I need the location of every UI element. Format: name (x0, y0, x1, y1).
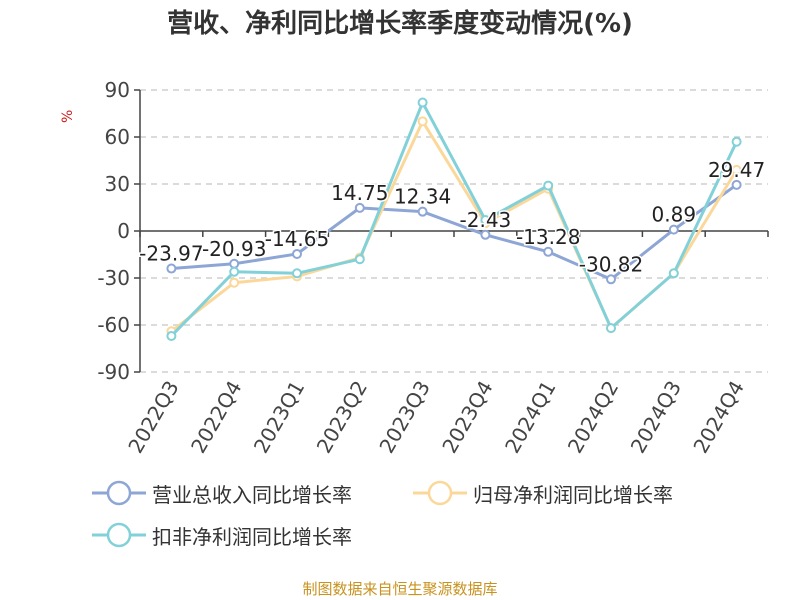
legend-label: 营业总收入同比增长率 (152, 482, 352, 507)
data-point (543, 180, 554, 191)
data-point (166, 263, 177, 274)
data-point (166, 330, 177, 341)
data-label: 14.75 (331, 181, 388, 205)
data-point (229, 258, 240, 269)
x-tick-label: 2024Q1 (500, 377, 560, 458)
data-label: -23.97 (139, 242, 203, 266)
data-point (731, 136, 742, 147)
data-point (668, 268, 679, 279)
legend-line-circle-icon (92, 480, 146, 506)
data-label: -30.82 (579, 252, 643, 276)
data-point (543, 246, 554, 257)
data-point (480, 215, 491, 226)
series-line (171, 183, 738, 281)
data-point (417, 116, 428, 127)
data-point (292, 268, 302, 279)
data-point (606, 274, 616, 285)
y-tick-label: 60 (105, 125, 130, 149)
x-tick-label: 2022Q3 (123, 377, 183, 458)
y-tick-label: -30 (97, 266, 130, 290)
legend-line-circle-icon (413, 480, 467, 506)
x-tick-label: 2022Q4 (186, 377, 246, 458)
data-point (606, 323, 616, 334)
y-tick-label: 90 (105, 78, 130, 102)
x-tick-label: 2023Q4 (437, 377, 497, 458)
data-point (480, 229, 491, 240)
x-tick-label: 2024Q2 (563, 377, 623, 458)
legend-item-deducted-net-profit[interactable]: 扣非净利润同比增长率 (92, 520, 352, 550)
data-point (417, 206, 428, 217)
x-tick-label: 2024Q3 (626, 377, 686, 458)
y-tick-label: 30 (105, 172, 130, 196)
x-tick-label: 2023Q2 (312, 377, 372, 458)
y-tick-label: -60 (97, 313, 130, 337)
y-tick-label: -90 (97, 360, 130, 384)
series-line (170, 101, 738, 338)
legend-item-revenue[interactable]: 营业总收入同比增长率 (92, 478, 352, 508)
legend-line-circle-icon (92, 522, 146, 548)
chart-title: 营收、净利同比增长率季度变动情况(%) (167, 9, 633, 39)
data-point (731, 179, 742, 190)
legend-label: 归母净利润同比增长率 (473, 482, 673, 507)
data-label: 0.89 (652, 203, 697, 227)
x-tick-label: 2023Q3 (374, 377, 434, 458)
x-tick-label: 2023Q1 (249, 377, 309, 458)
data-point (229, 266, 240, 277)
data-point (354, 254, 365, 265)
x-tick-label: 2024Q4 (688, 377, 748, 458)
data-point (417, 97, 428, 108)
legend-item-net-profit[interactable]: 归母净利润同比增长率 (413, 478, 673, 508)
data-label: -2.43 (460, 208, 512, 232)
data-label: -13.28 (516, 225, 580, 249)
data-point (731, 164, 742, 175)
data-point (354, 202, 365, 213)
data-label: -20.93 (202, 237, 266, 261)
series-layer (166, 97, 742, 341)
data-point (229, 277, 240, 288)
data-label: 29.47 (708, 158, 765, 182)
grid-layer (140, 89, 768, 373)
data-source-note: 制图数据来自恒生聚源数据库 (302, 580, 498, 598)
data-label: 12.34 (394, 185, 451, 209)
data-label: -14.65 (265, 227, 329, 251)
legend-label: 扣非净利润同比增长率 (152, 524, 352, 549)
data-point (668, 224, 679, 235)
y-tick-label: 0 (117, 219, 130, 243)
data-point (292, 248, 302, 259)
